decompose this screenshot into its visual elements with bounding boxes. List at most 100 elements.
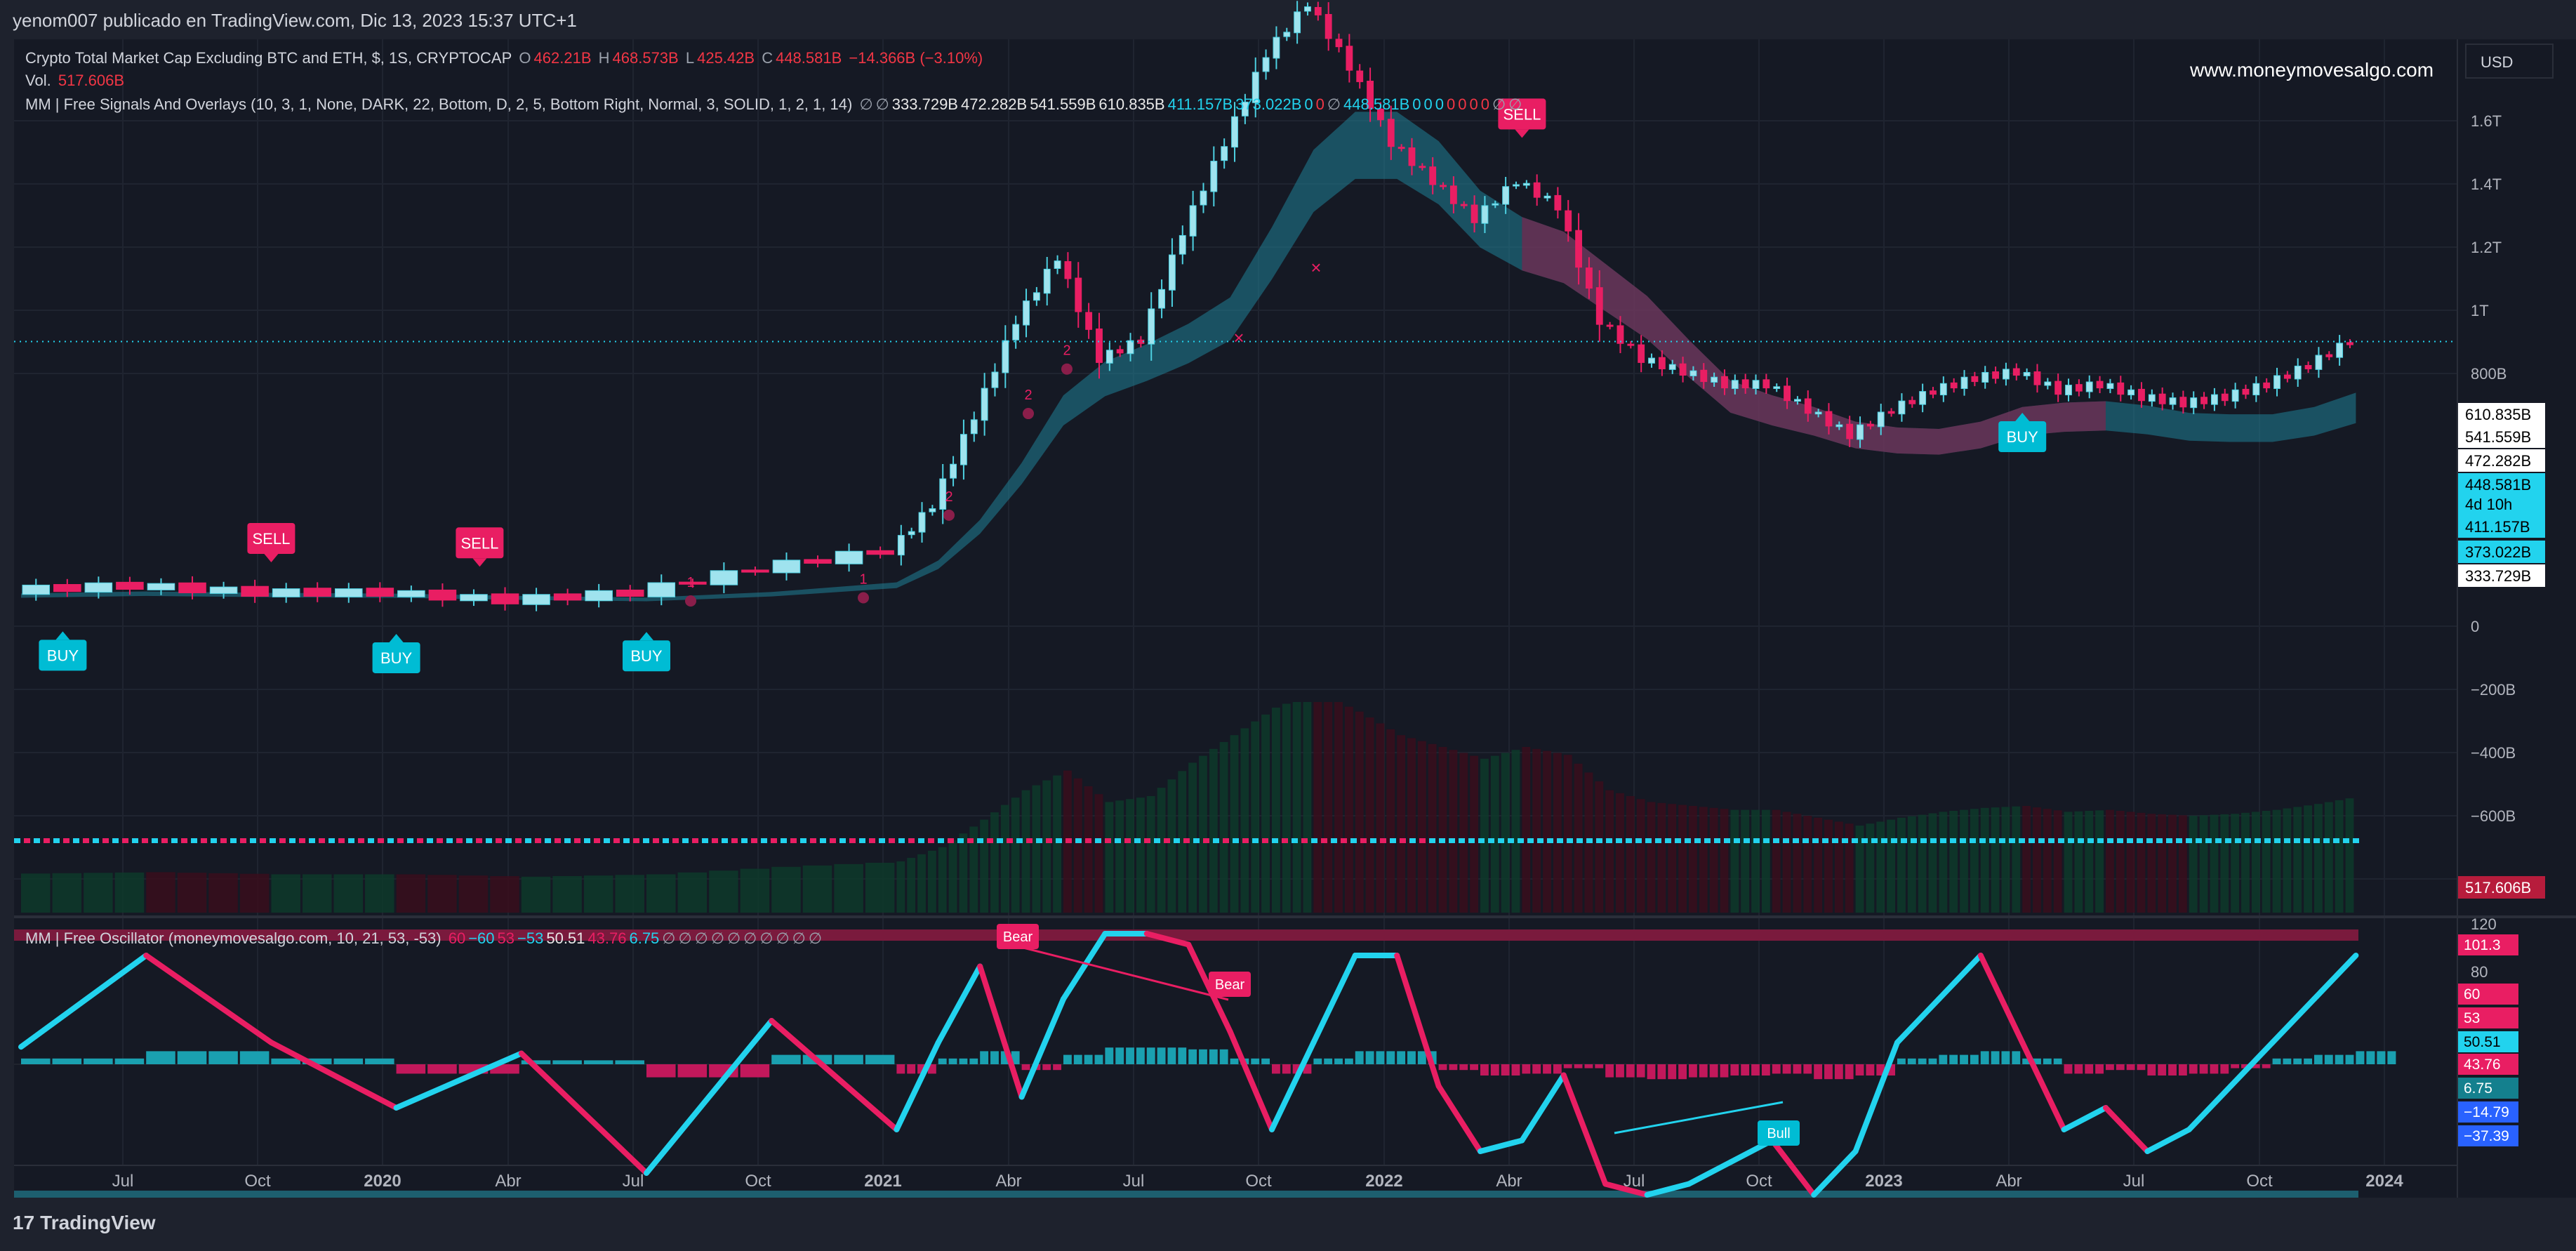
signal-label: SELL xyxy=(252,530,290,548)
oscillator-bar xyxy=(1991,1051,2000,1064)
volume-bar xyxy=(1751,809,1760,913)
indicator-dash xyxy=(2264,838,2271,843)
candle-body xyxy=(1314,7,1322,15)
legend-oscillator: MM | Free Oscillator (moneymovesalgo.com… xyxy=(25,929,828,948)
oscillator-line xyxy=(2019,1040,2067,1132)
osc-value-label: 50.51 xyxy=(2464,1034,2501,1050)
volume-bar xyxy=(1563,755,1572,913)
oscillator-bar xyxy=(1720,1064,1729,1078)
indicator-dash xyxy=(1655,838,1661,843)
indicator-dash xyxy=(2068,838,2074,843)
oscillator-value: ∅ xyxy=(726,929,741,947)
price-label-box xyxy=(2458,493,2545,515)
signal-pointer xyxy=(639,632,653,641)
oscillator-bar xyxy=(1772,1064,1781,1074)
candle-body xyxy=(835,550,863,564)
volume-bar xyxy=(1803,816,1812,913)
indicator-dash xyxy=(1478,838,1485,843)
candle-body xyxy=(2012,368,2020,376)
indicator-dash xyxy=(810,838,816,843)
oscillator-line xyxy=(2186,1083,2234,1132)
oscillator-bar xyxy=(969,1058,978,1064)
oscillator-bar xyxy=(1021,1064,1030,1071)
volume-bar xyxy=(1094,794,1103,913)
oscillator-line xyxy=(1936,953,1984,1002)
candle-body xyxy=(335,588,363,597)
indicator-dash xyxy=(633,838,639,843)
indicator-dash xyxy=(839,838,846,843)
candle-body xyxy=(2252,383,2260,396)
oscillator-bar xyxy=(1261,1058,1270,1064)
oscillator-bar xyxy=(1136,1047,1145,1064)
indicator-dash xyxy=(1459,838,1465,843)
oscillator-line xyxy=(1977,953,2026,1045)
oscillator-bar xyxy=(1188,1049,1197,1064)
volume-bar xyxy=(1939,812,1948,913)
oscillator-line xyxy=(2103,1105,2151,1154)
currency-selector[interactable]: USD xyxy=(2465,44,2554,79)
candle-body xyxy=(1721,376,1728,389)
indicator-dash xyxy=(1675,838,1681,843)
indicator-dash xyxy=(1616,838,1622,843)
oscillator-bar xyxy=(1960,1054,1968,1064)
oscillator-bar xyxy=(1709,1064,1718,1078)
tv-logo-icon: 17 xyxy=(13,1212,35,1233)
oscillator-line xyxy=(1435,1083,1483,1154)
oscillator-bar xyxy=(1761,1064,1770,1075)
volume-bar xyxy=(146,872,175,913)
candle-body xyxy=(1752,380,1760,390)
volume-bar xyxy=(2272,809,2281,913)
candle-body xyxy=(1273,37,1280,59)
oscillator-bar xyxy=(2262,1064,2271,1068)
indicator-dash xyxy=(1282,838,1288,843)
signal-label: BUY xyxy=(380,649,413,667)
indicator-dash xyxy=(1075,838,1082,843)
indicator-value: 0 xyxy=(1412,95,1421,113)
tradingview-logo[interactable]: 17 TradingView xyxy=(13,1212,156,1234)
osc-value-label: −37.39 xyxy=(2464,1128,2509,1144)
volume-bar xyxy=(2293,807,2302,913)
indicator-dash xyxy=(1832,838,1838,843)
candle-body xyxy=(1492,203,1499,206)
indicator-dash xyxy=(1272,838,1278,843)
indicator-dash xyxy=(2038,838,2045,843)
legend-symbol[interactable]: Crypto Total Market Cap Excluding BTC an… xyxy=(25,49,512,67)
volume-bar xyxy=(980,819,989,913)
signal-pointer xyxy=(472,558,487,567)
indicator-dash xyxy=(1095,838,1101,843)
candle-body xyxy=(1658,357,1666,369)
volume-bar xyxy=(2001,807,2010,913)
candle-body xyxy=(1784,385,1791,402)
indicator-value: 373.022B xyxy=(1235,95,1302,113)
legend-close: 448.581B xyxy=(776,49,842,67)
volume-bar xyxy=(1574,763,1583,913)
candle-body xyxy=(1200,190,1207,206)
candle-body xyxy=(1857,424,1864,440)
candle-body xyxy=(397,590,425,597)
indicator-dash xyxy=(2284,838,2290,843)
indicator-dash xyxy=(2127,838,2133,843)
indicator-dash xyxy=(1606,838,1612,843)
indicator-title[interactable]: MM | Free Signals And Overlays (10, 3, 1… xyxy=(25,95,853,113)
volume-bar xyxy=(1334,702,1343,913)
time-tick-label: Abr xyxy=(1496,1172,1522,1191)
oscillator-bar xyxy=(365,1058,394,1064)
indicator-dash xyxy=(849,838,856,843)
osc-value-label: −14.79 xyxy=(2464,1104,2509,1120)
oscillator-bar xyxy=(208,1051,238,1064)
oscillator-line xyxy=(2228,1040,2276,1089)
oscillator-title[interactable]: MM | Free Oscillator (moneymovesalgo.com… xyxy=(25,929,441,947)
signal-label: BUY xyxy=(47,647,79,664)
candle-body xyxy=(272,588,300,597)
indicator-dash xyxy=(781,838,787,843)
chart-area[interactable] xyxy=(14,39,2457,1198)
candle-body xyxy=(1575,230,1582,268)
oscillator-value: ∅ xyxy=(710,929,724,947)
indicator-dash xyxy=(260,838,266,843)
indicator-dash xyxy=(623,838,630,843)
indicator-dash xyxy=(761,838,767,843)
indicator-dash xyxy=(1694,838,1701,843)
oscillator-bar xyxy=(1699,1064,1708,1078)
indicator-dash xyxy=(1871,838,1878,843)
